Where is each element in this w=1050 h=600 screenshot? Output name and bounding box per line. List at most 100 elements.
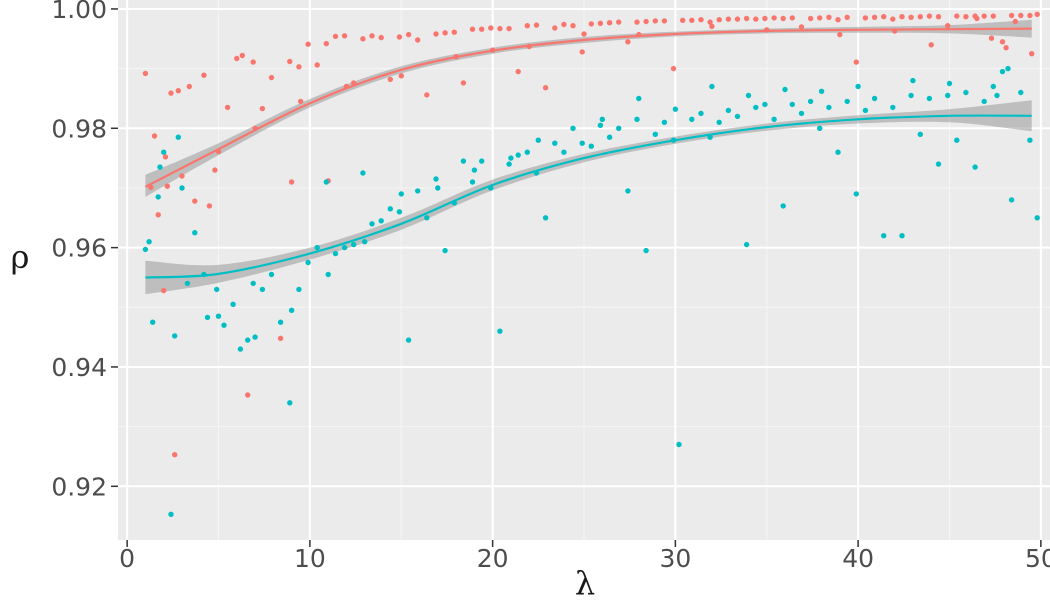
data-point-series-1 xyxy=(314,62,320,68)
data-point-series-2 xyxy=(435,185,441,191)
data-point-series-1 xyxy=(162,154,169,160)
data-point-series-2 xyxy=(288,307,295,313)
data-point-series-1 xyxy=(212,167,218,173)
data-point-series-2 xyxy=(634,116,640,123)
data-point-series-1 xyxy=(497,25,503,32)
data-point-series-1 xyxy=(881,14,887,20)
data-point-series-1 xyxy=(917,14,923,20)
data-point-series-2 xyxy=(689,116,695,123)
data-point-series-1 xyxy=(771,15,777,21)
data-point-series-1 xyxy=(1012,18,1018,25)
data-point-series-1 xyxy=(871,14,878,20)
x-tick-label: 50 xyxy=(1025,544,1050,573)
data-point-series-1 xyxy=(460,80,467,86)
data-point-series-2 xyxy=(252,334,258,340)
data-point-series-1 xyxy=(305,41,311,47)
data-point-series-2 xyxy=(351,241,357,248)
data-point-series-2 xyxy=(250,280,256,287)
data-point-series-1 xyxy=(817,15,823,21)
data-point-series-1 xyxy=(206,203,213,209)
data-point-series-2 xyxy=(782,86,788,93)
data-point-series-1 xyxy=(151,133,158,139)
data-point-series-2 xyxy=(142,246,149,253)
data-point-series-1 xyxy=(332,33,339,40)
data-point-series-2 xyxy=(616,125,622,131)
data-point-series-1 xyxy=(142,70,149,77)
data-point-series-1 xyxy=(561,21,567,28)
data-point-series-2 xyxy=(287,400,293,406)
minor-gridlines xyxy=(118,0,1050,540)
data-point-series-1 xyxy=(780,15,786,22)
y-axis-title: ρ xyxy=(11,238,30,276)
data-point-series-2 xyxy=(146,239,152,245)
data-point-series-2 xyxy=(946,80,953,87)
data-point-series-1 xyxy=(175,88,181,94)
data-point-series-2 xyxy=(405,337,412,343)
data-point-series-1 xyxy=(398,73,404,79)
data-point-series-2 xyxy=(908,92,914,99)
data-point-series-2 xyxy=(698,110,704,117)
data-point-series-2 xyxy=(471,167,478,173)
data-point-series-1 xyxy=(707,19,713,25)
data-point-series-2 xyxy=(588,143,594,149)
data-point-series-1 xyxy=(442,30,448,36)
data-point-series-1 xyxy=(259,105,266,112)
data-point-series-2 xyxy=(179,185,185,191)
data-point-series-1 xyxy=(161,287,167,294)
data-point-series-1 xyxy=(963,14,969,20)
data-point-series-2 xyxy=(1008,197,1015,203)
data-point-series-1 xyxy=(853,59,859,65)
confidence-ribbons xyxy=(145,19,1032,295)
data-point-series-1 xyxy=(1003,45,1009,51)
data-point-series-2 xyxy=(753,104,759,111)
data-point-series-2 xyxy=(990,83,996,90)
data-point-series-2 xyxy=(709,83,715,90)
data-point-series-2 xyxy=(230,301,236,307)
data-point-series-1 xyxy=(488,25,494,31)
data-point-series-1 xyxy=(164,183,170,189)
data-point-series-1 xyxy=(172,452,178,458)
data-point-series-2 xyxy=(561,149,567,155)
data-point-series-2 xyxy=(552,140,558,146)
data-point-series-2 xyxy=(579,140,585,146)
data-point-series-1 xyxy=(148,184,154,191)
data-point-series-1 xyxy=(798,24,805,30)
data-point-series-2 xyxy=(150,319,156,325)
data-points xyxy=(142,11,1040,517)
data-point-series-2 xyxy=(625,188,631,194)
data-point-series-2 xyxy=(1005,65,1011,72)
y-tick-label: 0.92 xyxy=(51,472,107,501)
data-point-series-2 xyxy=(161,149,167,155)
data-point-series-1 xyxy=(179,173,185,179)
data-point-series-2 xyxy=(433,176,439,182)
data-point-series-2 xyxy=(157,164,163,170)
data-point-series-1 xyxy=(716,17,722,23)
data-point-series-2 xyxy=(780,203,786,209)
data-point-series-2 xyxy=(844,98,850,105)
data-point-series-2 xyxy=(762,101,768,108)
data-point-series-2 xyxy=(237,346,244,352)
data-point-series-2 xyxy=(652,131,658,137)
data-point-series-1 xyxy=(387,76,393,83)
data-point-series-2 xyxy=(661,119,668,126)
data-point-series-2 xyxy=(168,511,174,517)
data-point-series-2 xyxy=(314,244,320,251)
data-point-series-2 xyxy=(221,322,227,328)
data-point-series-1 xyxy=(433,31,439,37)
data-point-series-1 xyxy=(807,15,814,22)
data-point-series-2 xyxy=(259,286,266,293)
data-point-series-1 xyxy=(1018,12,1024,19)
data-point-series-2 xyxy=(835,149,841,155)
data-point-series-1 xyxy=(698,17,704,23)
data-point-series-2 xyxy=(332,250,339,257)
data-point-series-2 xyxy=(172,333,178,339)
data-point-series-2 xyxy=(917,131,923,137)
data-point-series-2 xyxy=(807,98,814,105)
data-point-series-1 xyxy=(323,40,329,47)
data-point-series-2 xyxy=(570,125,576,131)
data-point-series-2 xyxy=(398,191,404,197)
data-point-series-1 xyxy=(506,25,512,32)
data-point-series-2 xyxy=(597,122,604,128)
data-point-series-1 xyxy=(734,16,741,22)
y-tick-label: 0.98 xyxy=(51,114,107,143)
